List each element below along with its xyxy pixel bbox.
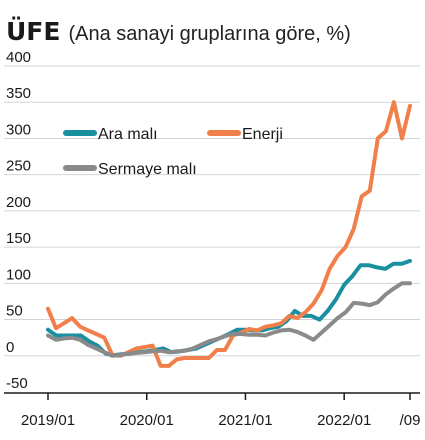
y-tick-label: 400 [6,49,31,66]
legend: Ara malı Enerji Sermaye malı [63,126,283,178]
x-tick-label: 2022/01 [317,412,371,429]
x-axis-ticks: 2019/01 2020/01 2021/01 2022/01/09 [21,393,421,429]
series-lines [46,100,412,368]
legend-label: Enerji [242,126,283,143]
x-tick-label: 2020/01 [120,412,174,429]
y-tick-label: 150 [6,230,31,247]
y-tick-label: 350 [6,85,31,102]
y-tick-label: 50 [6,303,23,320]
legend-label: Ara malı [98,126,158,143]
series-line [46,281,412,358]
y-tick-label: 250 [6,158,31,175]
legend-label: Sermaye malı [98,161,197,178]
x-tick-label: 2021/01 [218,412,272,429]
y-axis-ticks: -50 0 50 100 150 200 250 300 350 400 [6,49,31,392]
y-tick-label: 300 [6,121,31,138]
x-tick-label: /09 [400,412,421,429]
y-tick-label: 200 [6,194,31,211]
x-tick-label: 2019/01 [21,412,75,429]
series-line [46,100,412,368]
chart-title: ÜFE [6,16,60,46]
y-tick-label: 0 [6,339,14,356]
chart-subtitle: (Ana sanayi gruplarına göre, %) [68,23,350,45]
y-tick-label: 100 [6,266,31,283]
y-tick-label: -50 [6,375,28,392]
